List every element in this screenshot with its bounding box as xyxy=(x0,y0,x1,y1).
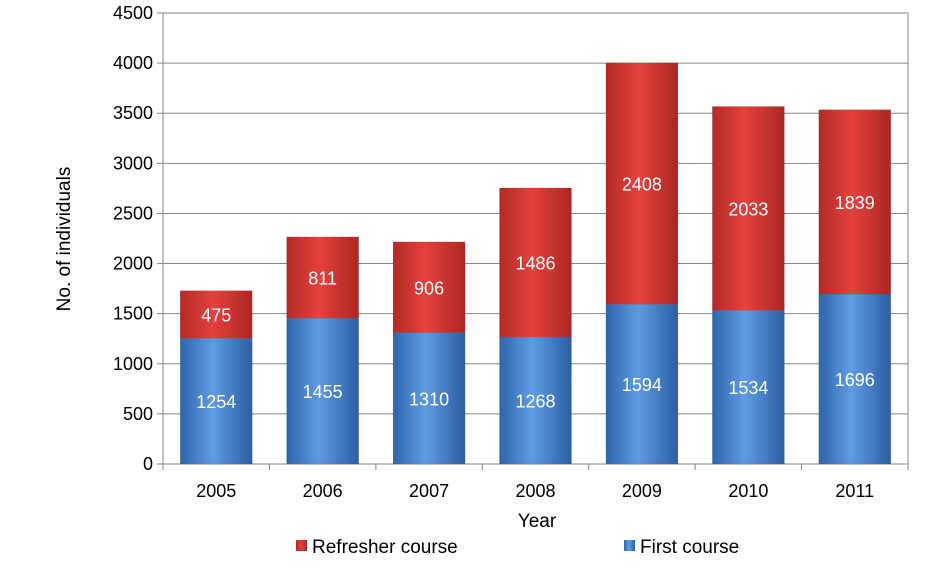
data-label: 2408 xyxy=(622,175,662,195)
bar-first-course xyxy=(712,310,785,465)
legend: Refresher course First course xyxy=(296,537,739,558)
y-tick-label: 4500 xyxy=(113,3,153,23)
bar-first-course xyxy=(179,338,253,465)
x-tick-label: 2007 xyxy=(409,481,449,501)
y-tick-label: 2000 xyxy=(113,254,153,274)
x-tick-label: 2008 xyxy=(515,481,555,501)
data-label: 1696 xyxy=(835,370,875,390)
y-tick-label: 3500 xyxy=(113,103,153,123)
x-tick-label: 2010 xyxy=(728,481,768,501)
legend-swatch xyxy=(296,540,307,551)
data-label: 906 xyxy=(414,278,444,298)
y-tick-label: 500 xyxy=(123,404,153,424)
y-tick-label: 3000 xyxy=(113,153,153,173)
data-label: 1486 xyxy=(515,253,555,273)
x-tick-label: 2005 xyxy=(196,481,236,501)
x-tick-label: 2009 xyxy=(622,481,662,501)
data-label: 1254 xyxy=(196,392,236,412)
data-label: 1594 xyxy=(622,375,662,395)
legend-label: First course xyxy=(640,537,739,558)
data-label: 2033 xyxy=(728,199,768,219)
data-labels: 1254 475 1455 811 1310 906 1268 1486 1594 2408 153… xyxy=(196,175,875,413)
legend-label: Refresher course xyxy=(312,537,458,558)
x-axis-title: Year xyxy=(518,511,557,532)
x-tick-label: 2006 xyxy=(303,481,343,501)
data-label: 1268 xyxy=(515,391,555,411)
data-label: 475 xyxy=(201,306,231,326)
bar-refresher-course xyxy=(605,62,679,305)
bar-first-course xyxy=(818,293,892,465)
legend-swatch xyxy=(624,540,635,551)
bar-first-course xyxy=(605,303,679,465)
bars xyxy=(179,62,892,465)
bar-first-course xyxy=(392,332,466,465)
bar-refresher-course xyxy=(392,241,466,333)
legend-item: Refresher course xyxy=(296,537,458,558)
bar-refresher-course xyxy=(499,187,572,338)
y-tick-label: 1500 xyxy=(113,304,153,324)
legend-item: First course xyxy=(624,537,739,558)
bar-refresher-course xyxy=(712,106,785,311)
axes: 0 500 1000 1500 2000 2500 3000 3500 4000 4500 2005… xyxy=(113,3,909,501)
bar-refresher-course xyxy=(286,236,359,319)
y-tick-label: 0 xyxy=(143,454,153,474)
y-tick-label: 2500 xyxy=(113,203,153,223)
y-tick-label: 1000 xyxy=(113,354,153,374)
x-tick-label: 2011 xyxy=(835,481,874,501)
bar-first-course xyxy=(286,317,359,465)
bar-refresher-course xyxy=(179,290,253,339)
bar-refresher-course xyxy=(818,109,892,295)
y-tick-label: 4000 xyxy=(113,53,153,73)
data-label: 811 xyxy=(308,269,337,289)
data-label: 1534 xyxy=(728,378,768,398)
data-label: 1839 xyxy=(835,193,875,213)
data-label: 1455 xyxy=(303,382,343,402)
bar-first-course xyxy=(499,336,572,465)
y-axis-title: No. of individuals xyxy=(54,167,75,312)
data-label: 1310 xyxy=(409,389,449,409)
